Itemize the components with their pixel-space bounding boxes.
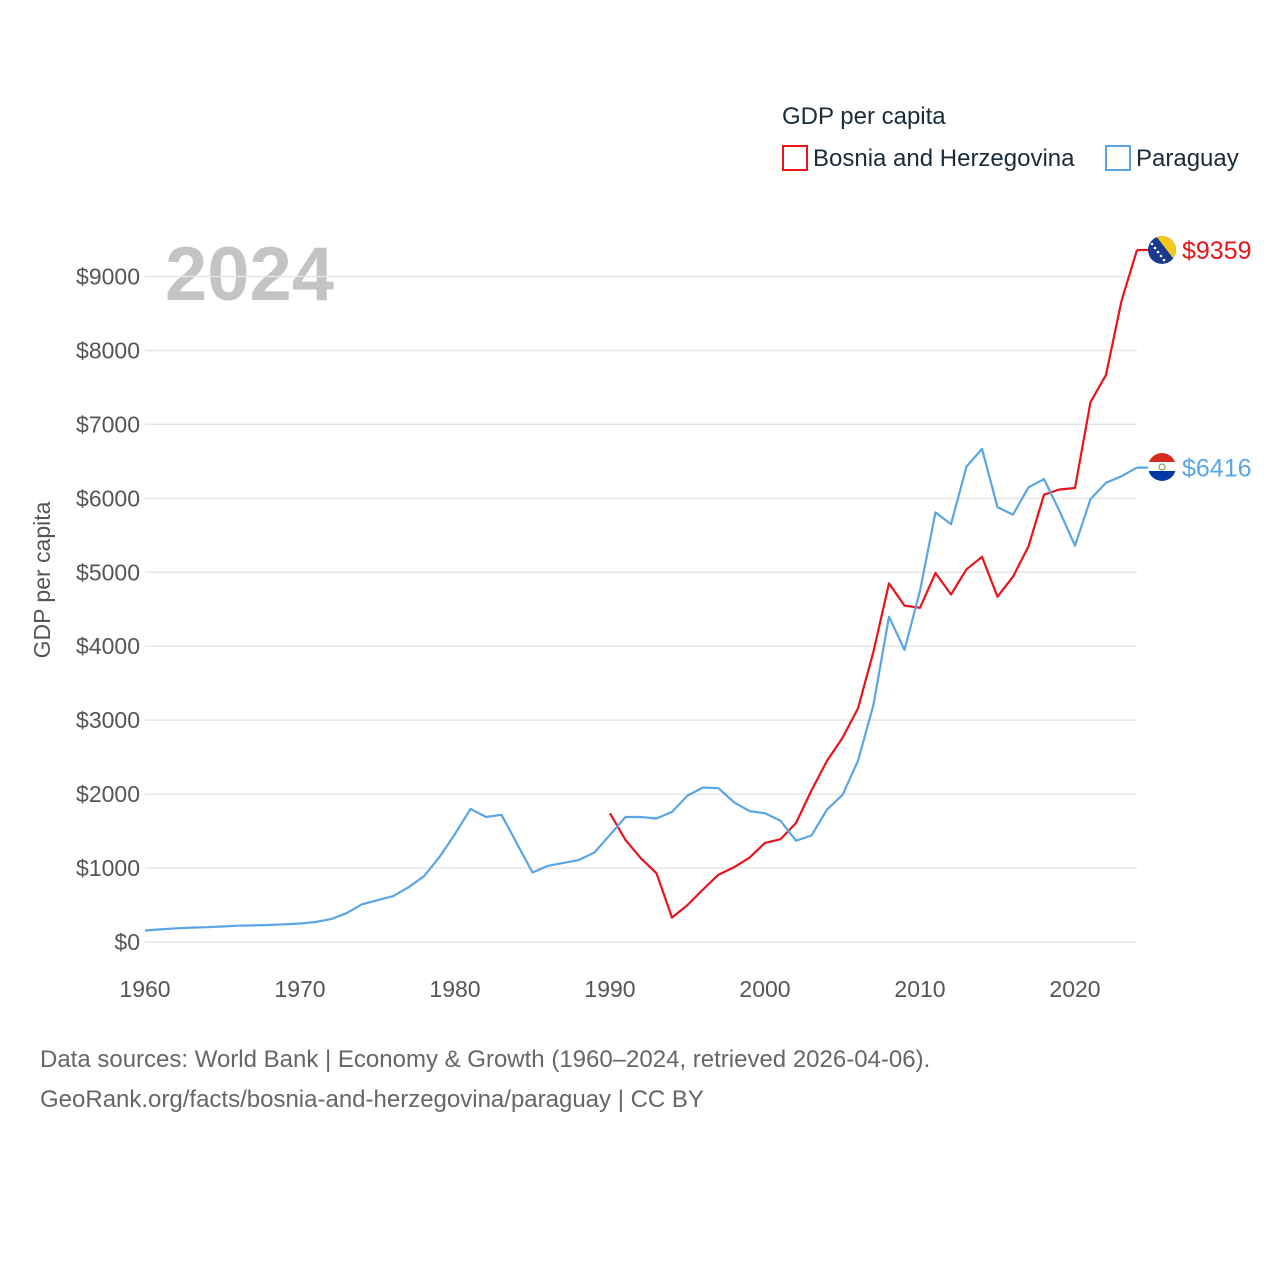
gdp-line-chart: GDP per capita Bosnia and Herzegovina Pa… (29, 103, 1252, 1002)
x-tick-labels: 1960 1970 1980 1990 2000 2010 2020 (119, 976, 1100, 1002)
x-tick-label: 1970 (274, 976, 325, 1002)
x-tick-label: 1980 (429, 976, 480, 1002)
y-tick-labels: $0 $1000 $2000 $3000 $4000 $5000 $6000 $7000 $80… (76, 264, 140, 955)
y-tick-label: $0 (114, 929, 140, 955)
footer-sources: Data sources: World Bank | Economy & Gro… (40, 1046, 931, 1073)
gridlines (145, 275, 1137, 943)
y-tick-label: $8000 (76, 337, 140, 363)
year-stamp: 2024 (165, 232, 334, 317)
bosnia-flag-icon (1148, 236, 1176, 264)
end-label-bosnia: $9359 (1182, 237, 1252, 265)
y-tick-label: $1000 (76, 855, 140, 881)
legend-title: GDP per capita (782, 103, 946, 130)
legend-swatch-bosnia (782, 145, 808, 171)
end-labels: $9359 $6416 (1182, 237, 1252, 483)
y-tick-label: $9000 (76, 264, 140, 290)
legend-item-paraguay[interactable]: Paraguay (1105, 145, 1239, 172)
x-tick-label: 2000 (739, 976, 790, 1002)
footer-url[interactable]: GeoRank.org/facts/bosnia-and-herzegovina… (40, 1086, 704, 1113)
y-tick-label: $7000 (76, 411, 140, 437)
y-axis-label: GDP per capita (29, 501, 55, 658)
series-line-bosnia[interactable] (609, 249, 1139, 919)
legend-item-bosnia[interactable]: Bosnia and Herzegovina (782, 145, 1075, 172)
y-tick-label: $5000 (76, 559, 140, 585)
y-tick-label: $3000 (76, 707, 140, 733)
x-tick-label: 1960 (119, 976, 170, 1002)
legend-swatch-paraguay (1105, 145, 1131, 171)
legend-label-paraguay: Paraguay (1136, 145, 1239, 172)
series-lines (144, 248, 1150, 932)
y-tick-label: $2000 (76, 781, 140, 807)
x-tick-label: 2010 (894, 976, 945, 1002)
legend-label-bosnia: Bosnia and Herzegovina (813, 145, 1075, 172)
x-tick-label: 2020 (1049, 976, 1100, 1002)
series-line-paraguay[interactable] (144, 447, 1138, 932)
end-label-paraguay: $6416 (1182, 455, 1252, 483)
y-tick-label: $6000 (76, 485, 140, 511)
paraguay-flag-icon (1148, 453, 1176, 481)
x-tick-label: 1990 (584, 976, 635, 1002)
y-tick-label: $4000 (76, 633, 140, 659)
footer: Data sources: World Bank | Economy & Gro… (40, 1040, 930, 1120)
